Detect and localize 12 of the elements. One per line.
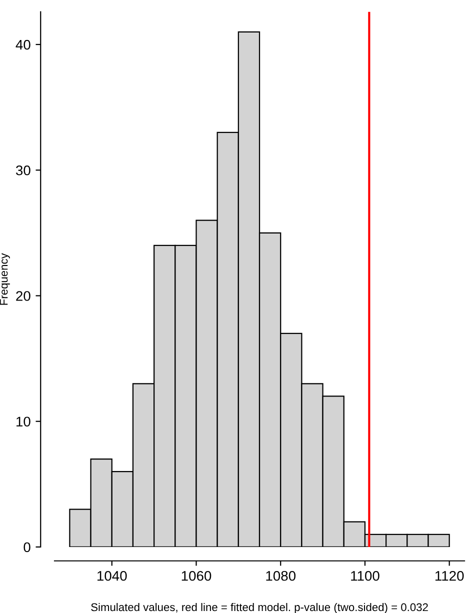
x-tick-label: 1040 <box>97 570 127 581</box>
x-tick-label: 1080 <box>266 570 296 581</box>
x-tick-label: 1120 <box>435 570 464 581</box>
x-axis-title: Simulated values, red line = fitted model. p-value (two.sided) = 0.032 <box>91 602 428 613</box>
y-tick-label: 30 <box>16 165 30 176</box>
y-tick-label: 20 <box>16 291 30 301</box>
y-tick-label: 0 <box>24 542 30 552</box>
x-tick-label: 1100 <box>351 570 380 581</box>
x-tick-label: 1060 <box>182 570 212 581</box>
y-tick-label: 40 <box>16 40 30 50</box>
y-axis-title: Frequency <box>0 253 10 305</box>
y-tick-label: 10 <box>16 416 30 427</box>
